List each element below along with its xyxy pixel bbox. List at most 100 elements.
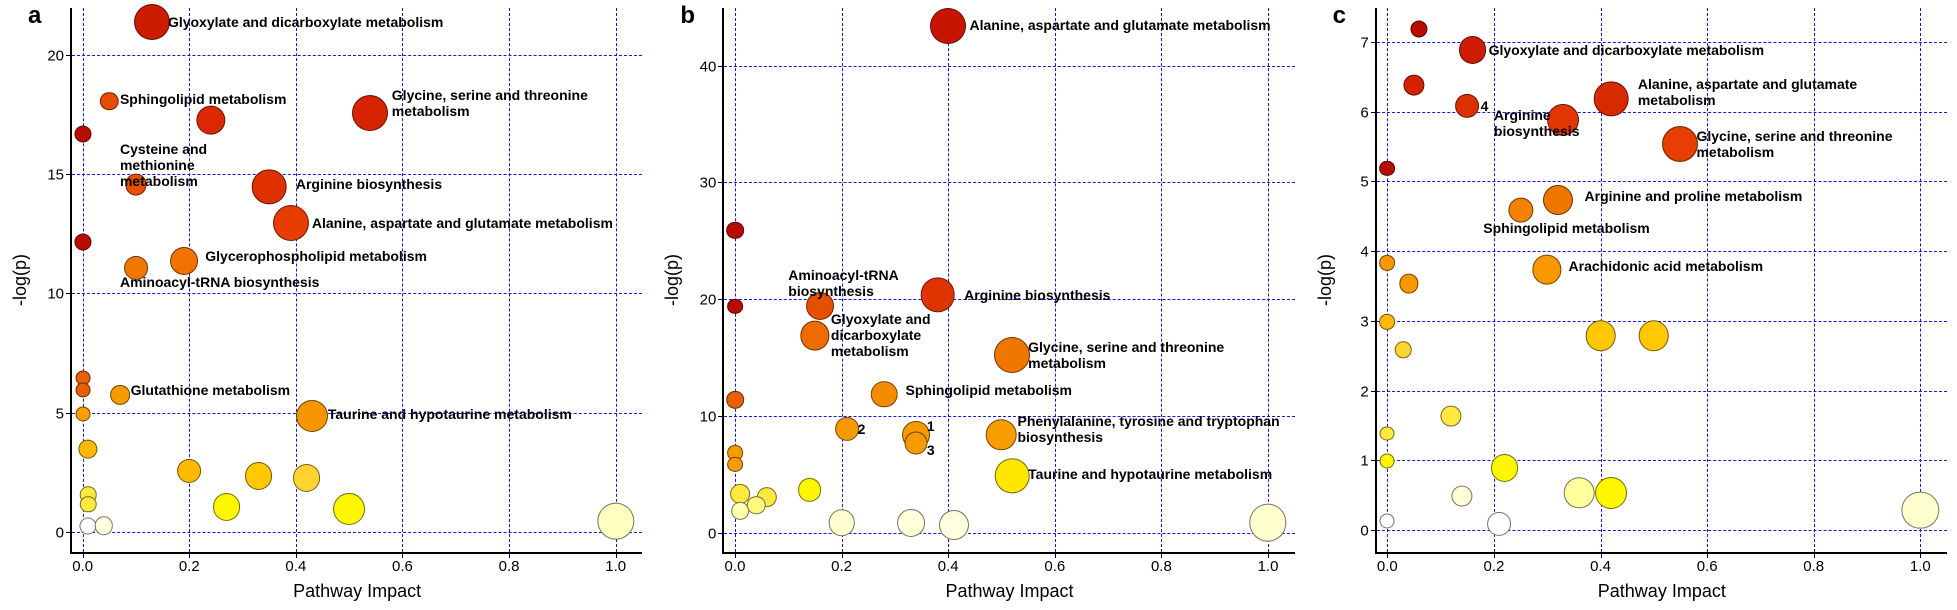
pathway-label: 3 (927, 442, 935, 458)
tick-mark (66, 413, 72, 414)
grid-horiz (724, 66, 1294, 67)
y-tick: 7 (1360, 35, 1368, 50)
pathway-point (1543, 185, 1573, 215)
y-tick: 0 (708, 527, 716, 542)
pathway-label: Sphingolipid metabolism (120, 91, 286, 107)
pathway-label: Cysteine and methionine metabolism (120, 141, 207, 189)
y-tick: 2 (1360, 384, 1368, 399)
pathway-point (75, 406, 90, 421)
tick-mark (1387, 552, 1388, 558)
pathway-point (727, 456, 743, 472)
pathway-point (252, 170, 287, 205)
grid-vert (616, 8, 617, 552)
tick-mark (1494, 552, 1495, 558)
tick-mark (842, 552, 843, 558)
pathway-label: Glyoxylate and dicarboxylate metabolism (1489, 42, 1764, 58)
x-tick: 0.2 (831, 559, 852, 574)
x-tick: 0.0 (1377, 559, 1398, 574)
x-tick: 0.6 (392, 559, 413, 574)
x-tick: 0.4 (938, 559, 959, 574)
pathway-label: Sphingolipid metabolism (906, 383, 1072, 399)
ylabel: -log(p) (11, 254, 29, 306)
pathway-point (1395, 341, 1412, 358)
tick-mark (718, 66, 724, 67)
y-tick: 20 (700, 293, 717, 308)
y-tick: 5 (56, 406, 64, 421)
pathway-label: Glycine, serine and threonine metabolism (392, 87, 588, 119)
grid-vert (83, 8, 84, 552)
panel-letter-a: a (28, 4, 41, 28)
tick-mark (1371, 251, 1377, 252)
pathway-point (905, 432, 928, 455)
pathway-point (196, 106, 225, 135)
pathway-point (75, 382, 90, 397)
pathway-point (897, 509, 925, 537)
tick-mark (718, 182, 724, 183)
grid-horiz (1377, 460, 1947, 461)
pathway-point (995, 459, 1030, 494)
y-tick: 15 (47, 168, 64, 183)
plot-b: Pathway Impact -log(p) 0.00.20.40.60.81.… (722, 8, 1294, 554)
tick-mark (1268, 552, 1269, 558)
pathway-label: Arginine biosynthesis (296, 177, 442, 193)
pathway-point (1379, 161, 1395, 177)
x-tick: 1.0 (1910, 559, 1931, 574)
x-tick: 0.6 (1044, 559, 1065, 574)
pathway-point (1411, 20, 1428, 37)
pathway-point (273, 205, 309, 241)
pathway-point (100, 92, 118, 110)
pathway-point (1399, 274, 1418, 293)
pathway-label: 1 (927, 418, 935, 434)
grid-horiz (724, 182, 1294, 183)
pathway-point (80, 496, 97, 513)
pathway-point (1380, 513, 1395, 528)
pathway-label: Taurine and hypotaurine metabolism (328, 406, 572, 422)
grid-vert (1387, 8, 1388, 552)
grid-horiz (1377, 530, 1947, 531)
xlabel: Pathway Impact (1598, 582, 1726, 600)
tick-mark (735, 552, 736, 558)
pathway-point (1639, 321, 1670, 352)
pathway-point (1902, 491, 1939, 528)
ylabel: -log(p) (663, 254, 681, 306)
grid-horiz (1377, 181, 1947, 182)
pathway-label: Arginine biosynthesis (964, 287, 1110, 303)
panel-b: b Pathway Impact -log(p) 0.00.20.40.60.8… (652, 0, 1304, 610)
pathway-label: Arginine biosynthesis (1494, 107, 1580, 139)
y-tick: 6 (1360, 105, 1368, 120)
figure-root: a Pathway Impact -log(p) 0.00.20.40.60.8… (0, 0, 1957, 610)
pathway-label: Taurine and hypotaurine metabolism (1028, 466, 1272, 482)
pathway-point (938, 510, 968, 540)
xlabel: Pathway Impact (945, 582, 1073, 600)
pathway-label: Aminoacyl-tRNA biosynthesis (788, 267, 898, 299)
tick-mark (1371, 112, 1377, 113)
pathway-point (597, 502, 634, 539)
pathway-point (1249, 504, 1286, 541)
tick-mark (1707, 552, 1708, 558)
pathway-point (1380, 454, 1395, 469)
pathway-point (747, 496, 765, 514)
pathway-point (835, 417, 859, 441)
pathway-point (296, 400, 328, 432)
pathway-point (1487, 512, 1511, 536)
y-tick: 10 (47, 287, 64, 302)
pathway-point (333, 493, 365, 525)
tick-mark (718, 299, 724, 300)
tick-mark (1371, 460, 1377, 461)
tick-mark (1371, 181, 1377, 182)
pathway-point (726, 391, 744, 409)
tick-mark (83, 552, 84, 558)
pathway-label: Glyoxylate and dicarboxylate metabolism (831, 311, 931, 359)
panel-c: c Pathway Impact -log(p) 0.00.20.40.60.8… (1305, 0, 1957, 610)
pathway-point (800, 321, 829, 350)
pathway-point (1403, 74, 1424, 95)
pathway-label: Alanine, aspartate and glutamate metabol… (312, 215, 613, 231)
pathway-point (1564, 477, 1595, 508)
pathway-label: Sphingolipid metabolism (1483, 220, 1649, 236)
pathway-label: Glutathione metabolism (131, 382, 290, 398)
pathway-point (828, 509, 855, 536)
grid-horiz (1377, 391, 1947, 392)
y-tick: 20 (47, 48, 64, 63)
tick-mark (718, 533, 724, 534)
tick-mark (66, 293, 72, 294)
